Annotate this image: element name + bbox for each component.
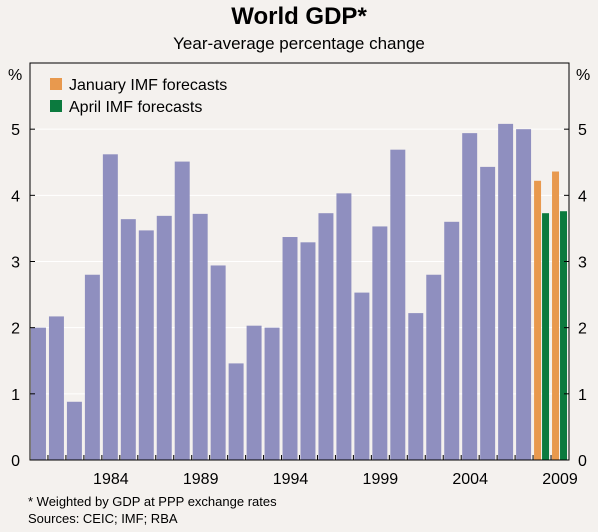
bar-2005 — [480, 166, 496, 461]
bar-1993 — [264, 327, 280, 460]
bar-1986 — [138, 230, 154, 460]
bar-1997 — [336, 193, 352, 460]
bar-1995 — [300, 242, 316, 460]
bar-1985 — [120, 219, 136, 460]
y-unit-label-right: % — [576, 67, 590, 84]
bar-1999 — [372, 226, 388, 460]
y-tick-label-right: 3 — [578, 255, 587, 272]
y-unit-label-left: % — [8, 67, 22, 84]
bar-1991 — [228, 363, 244, 460]
bar-2000 — [390, 149, 406, 460]
y-tick-label-right: 1 — [578, 387, 587, 404]
bar-1992 — [246, 325, 262, 460]
legend-swatch-1 — [50, 100, 62, 112]
bar-april-forecast-2009 — [560, 211, 567, 460]
bar-1981 — [48, 316, 64, 460]
bar-1980 — [31, 327, 46, 460]
y-tick-label-left: 2 — [11, 321, 20, 338]
y-tick-label-left: 1 — [11, 387, 20, 404]
bar-january-forecast-2008 — [534, 180, 542, 460]
bar-2007 — [516, 129, 532, 460]
bar-1998 — [354, 292, 370, 460]
y-tick-label-left: 5 — [11, 122, 20, 139]
x-tick-label: 2009 — [542, 471, 578, 488]
x-tick-label: 1994 — [273, 471, 309, 488]
y-tick-label-right: 2 — [578, 321, 587, 338]
x-tick-label: 2004 — [452, 471, 488, 488]
chart-title: World GDP* — [231, 3, 367, 30]
bar-2004 — [462, 133, 478, 461]
bar-1989 — [192, 213, 208, 460]
x-tick-label: 1989 — [183, 471, 219, 488]
bar-1983 — [84, 274, 100, 460]
bar-2001 — [408, 313, 424, 460]
legend-label-0: January IMF forecasts — [69, 77, 227, 94]
bar-1994 — [282, 237, 298, 460]
bar-1982 — [66, 401, 82, 460]
bar-january-forecast-2009 — [552, 171, 560, 460]
bar-april-forecast-2008 — [542, 213, 550, 460]
y-tick-label-right: 0 — [578, 453, 587, 470]
legend-label-1: April IMF forecasts — [69, 99, 202, 116]
x-tick-label: 1984 — [93, 471, 129, 488]
bar-1984 — [102, 154, 118, 460]
y-tick-label-left: 3 — [11, 255, 20, 272]
bar-1990 — [210, 265, 226, 460]
footnote-weighting: * Weighted by GDP at PPP exchange rates — [28, 494, 277, 509]
bar-2002 — [426, 274, 442, 460]
footnote-sources: Sources: CEIC; IMF; RBA — [28, 511, 178, 526]
bar-2003 — [444, 221, 460, 460]
bar-2006 — [498, 123, 514, 460]
y-tick-label-right: 5 — [578, 122, 587, 139]
x-tick-label: 1999 — [363, 471, 399, 488]
bar-1987 — [156, 215, 172, 460]
chart-subtitle: Year-average percentage change — [173, 34, 425, 53]
bar-1988 — [174, 161, 190, 461]
y-tick-label-right: 4 — [578, 188, 587, 205]
bar-1996 — [318, 213, 334, 460]
y-tick-label-left: 4 — [11, 188, 20, 205]
y-tick-label-left: 0 — [11, 453, 20, 470]
legend-swatch-0 — [50, 78, 62, 90]
